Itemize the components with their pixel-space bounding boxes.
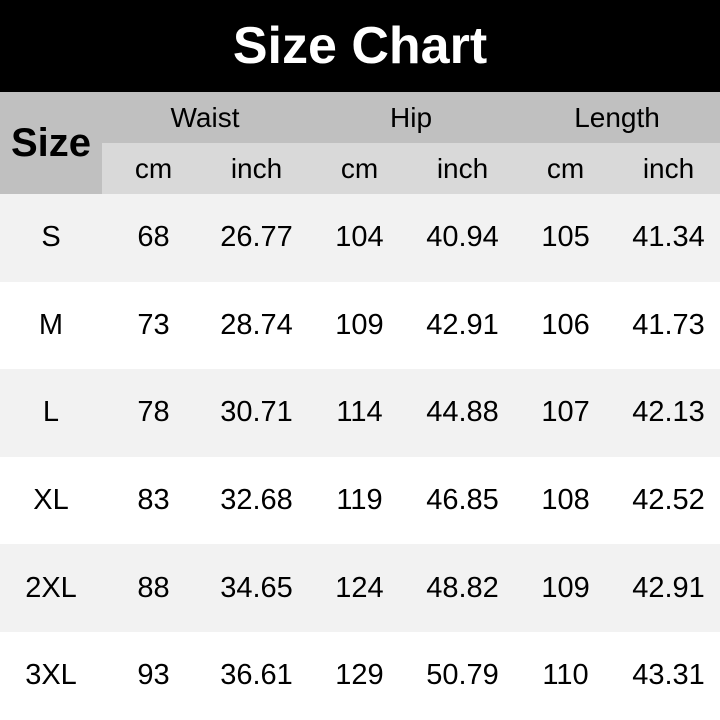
unit-header: cm <box>514 143 618 194</box>
unit-header: inch <box>205 143 308 194</box>
size-header: Size <box>0 92 102 194</box>
value-cell: 109 <box>335 308 384 341</box>
table-row: M 73 28.74 109 42.91 106 41.73 <box>0 281 720 370</box>
value-cell: 48.82 <box>426 571 499 604</box>
value-cell: 41.34 <box>632 221 705 254</box>
hip-header: Hip <box>308 92 515 143</box>
value-cell: 106 <box>541 308 590 341</box>
value-cell: 109 <box>541 571 590 604</box>
unit-header: cm <box>102 143 205 194</box>
value-cell: 42.91 <box>632 571 705 604</box>
value-cell: 28.74 <box>220 308 293 341</box>
table-row: L 78 30.71 114 44.88 107 42.13 <box>0 369 720 457</box>
value-cell: 108 <box>541 484 590 517</box>
value-cell: 129 <box>335 659 384 692</box>
waist-header: Waist <box>102 92 308 143</box>
value-cell: 124 <box>335 571 384 604</box>
value-cell: 42.52 <box>632 484 705 517</box>
unit-header: cm <box>308 143 411 194</box>
size-cell: S <box>41 221 61 254</box>
value-cell: 88 <box>137 571 170 604</box>
value-cell: 107 <box>541 396 590 429</box>
value-cell: 114 <box>336 396 383 429</box>
value-cell: 43.31 <box>632 659 705 692</box>
value-cell: 32.68 <box>220 484 293 517</box>
value-cell: 41.73 <box>632 308 705 341</box>
header-row-units: cm inch cm inch cm inch <box>0 143 720 194</box>
value-cell: 93 <box>137 659 170 692</box>
value-cell: 110 <box>542 659 589 692</box>
size-cell: 2XL <box>25 571 77 604</box>
size-cell: M <box>38 308 64 341</box>
unit-header: inch <box>411 143 515 194</box>
value-cell: 42.91 <box>426 308 499 341</box>
value-cell: 36.61 <box>220 659 293 692</box>
value-cell: 104 <box>335 221 384 254</box>
size-cell: 3XL <box>25 659 77 692</box>
value-cell: 42.13 <box>632 396 705 429</box>
length-header: Length <box>514 92 720 143</box>
page-title: Size Chart <box>0 0 720 92</box>
table-row: XL 83 32.68 119 46.85 108 42.52 <box>0 456 720 545</box>
value-cell: 105 <box>541 221 590 254</box>
table-row: S 68 26.77 104 40.94 105 41.34 <box>0 194 720 282</box>
value-cell: 119 <box>336 484 383 517</box>
value-cell: 78 <box>137 396 170 429</box>
unit-header: inch <box>617 143 720 194</box>
size-cell: L <box>42 396 60 429</box>
size-cell: XL <box>33 484 69 517</box>
value-cell: 83 <box>137 484 170 517</box>
table-row: 2XL 88 34.65 124 48.82 109 42.91 <box>0 544 720 632</box>
value-cell: 30.71 <box>220 396 293 429</box>
value-cell: 26.77 <box>220 221 293 254</box>
value-cell: 50.79 <box>426 659 499 692</box>
value-cell: 68 <box>137 221 170 254</box>
value-cell: 46.85 <box>426 484 499 517</box>
size-table: Size Waist Hip Length cm inch cm inch cm… <box>0 92 720 720</box>
value-cell: 40.94 <box>426 221 499 254</box>
value-cell: 34.65 <box>220 571 293 604</box>
table-row: 3XL 93 36.61 129 50.79 110 43.31 <box>0 631 720 720</box>
value-cell: 44.88 <box>426 396 499 429</box>
header-row-groups: Size Waist Hip Length <box>0 92 720 194</box>
value-cell: 73 <box>137 308 170 341</box>
